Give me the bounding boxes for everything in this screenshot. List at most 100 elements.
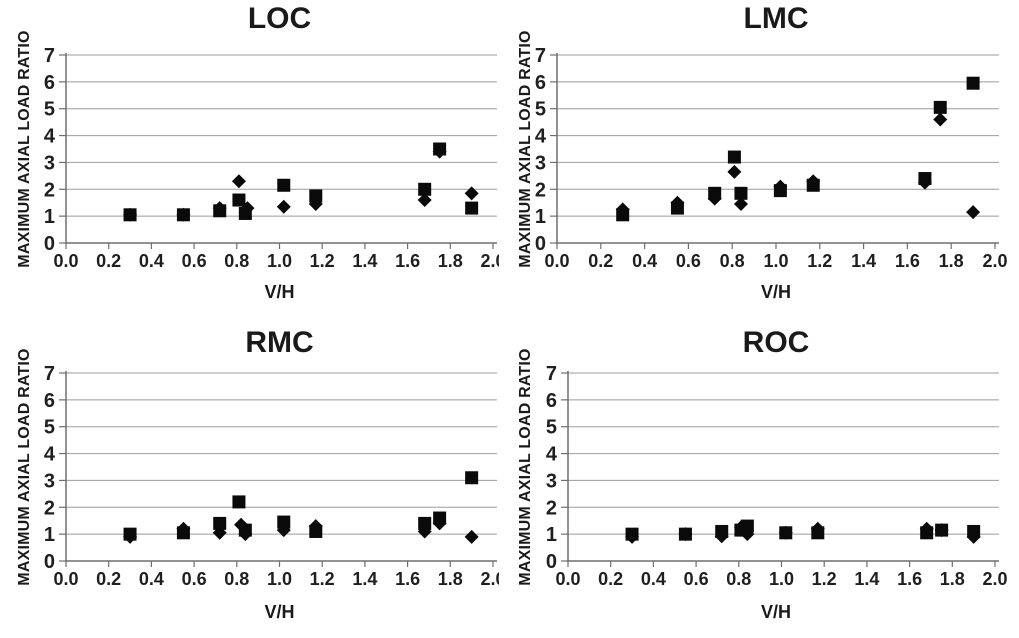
- svg-text:1.4: 1.4: [352, 251, 377, 271]
- svg-text:0.4: 0.4: [632, 251, 657, 271]
- chart-panel-roc: ROC MAXIMUM AXIAL LOAD RATIO 0 1 2 3 4 5 6 7 0.0…: [510, 320, 1019, 638]
- svg-text:2.0: 2.0: [982, 569, 1007, 589]
- gridlines: [557, 54, 999, 217]
- y-tick-labels: 0 1 2 3 4 5 6 7: [44, 363, 56, 573]
- svg-text:5: 5: [44, 417, 55, 439]
- svg-text:4: 4: [546, 444, 558, 466]
- svg-text:0.0: 0.0: [53, 251, 78, 271]
- svg-text:1.8: 1.8: [438, 569, 463, 589]
- square-marker: [213, 516, 227, 530]
- square-marker: [277, 515, 291, 529]
- svg-text:3: 3: [535, 152, 546, 174]
- svg-text:2: 2: [44, 179, 55, 201]
- square-marker: [773, 184, 787, 198]
- chart-title-lmc: LMC: [743, 2, 809, 35]
- x-tick-labels: 0.0 0.2 0.4 0.6 0.8 1.0 1.2 1.4 1.6 1.8 2.0: [53, 251, 499, 271]
- svg-text:3: 3: [44, 152, 55, 174]
- x-axis-title-loc: V/H: [264, 282, 295, 302]
- plot-area-loc: 0 1 2 3 4 5 6 7 0.0 0.2 0.4 0.6 0.8 1.0 1.2 1.4 1.6 1.8 2.…: [44, 45, 499, 271]
- diamond-marker: [733, 197, 748, 212]
- axes: [59, 371, 497, 567]
- square-marker: [779, 526, 793, 540]
- svg-text:7: 7: [44, 363, 55, 385]
- x-tick-labels: 0.0 0.2 0.4 0.6 0.8 1.0 1.2 1.4 1.6 1.8 2.0: [555, 569, 1007, 589]
- svg-text:0.2: 0.2: [96, 569, 121, 589]
- svg-text:1.2: 1.2: [807, 251, 832, 271]
- x-axis-title-roc: V/H: [760, 602, 791, 622]
- svg-text:0.2: 0.2: [588, 251, 613, 271]
- svg-text:1.2: 1.2: [812, 569, 837, 589]
- svg-text:3: 3: [546, 470, 557, 492]
- y-tick-labels: 0 1 2 3 4 5 6 7: [44, 45, 56, 255]
- square-marker: [418, 182, 432, 196]
- chart-title-rmc: RMC: [245, 326, 314, 359]
- svg-text:1.4: 1.4: [352, 569, 377, 589]
- diamond-marker: [933, 112, 948, 127]
- gridlines: [66, 54, 497, 217]
- axes: [550, 53, 999, 249]
- square-marker: [433, 511, 447, 525]
- svg-text:1.2: 1.2: [310, 569, 335, 589]
- y-tick-labels: 0 1 2 3 4 5 6 7: [546, 363, 558, 573]
- square-marker: [213, 204, 227, 218]
- square-marker: [465, 201, 479, 215]
- svg-text:1: 1: [535, 206, 546, 228]
- square-marker: [670, 201, 684, 215]
- svg-text:1.0: 1.0: [763, 251, 788, 271]
- square-marker: [625, 527, 639, 541]
- svg-text:4: 4: [44, 444, 56, 466]
- square-marker: [678, 527, 692, 541]
- svg-text:0.4: 0.4: [641, 569, 666, 589]
- svg-text:2: 2: [546, 497, 557, 519]
- svg-text:7: 7: [546, 363, 557, 385]
- svg-text:1.6: 1.6: [395, 251, 420, 271]
- svg-text:1.0: 1.0: [267, 569, 292, 589]
- chart-title-roc: ROC: [742, 326, 810, 359]
- square-marker: [176, 526, 190, 540]
- square-markers: [616, 76, 980, 222]
- x-tick-labels: 0.0 0.2 0.4 0.6 0.8 1.0 1.2 1.4 1.6 1.8 2.0: [544, 251, 1007, 271]
- gridlines: [66, 372, 497, 535]
- square-marker: [918, 172, 932, 186]
- square-marker: [616, 208, 630, 222]
- svg-text:1.8: 1.8: [940, 569, 965, 589]
- svg-text:2: 2: [535, 179, 546, 201]
- svg-text:0.0: 0.0: [53, 569, 78, 589]
- svg-text:7: 7: [44, 45, 55, 67]
- plot-area-rmc: 0 1 2 3 4 5 6 7 0.0 0.2 0.4 0.6 0.8 1.0 1.2 1.4 1.6 1.8 2.…: [44, 363, 499, 589]
- square-markers: [625, 519, 981, 541]
- square-marker: [708, 186, 722, 200]
- square-marker: [727, 150, 741, 164]
- svg-text:4: 4: [535, 126, 547, 148]
- y-tick-labels: 0 1 2 3 4 5 6 7: [535, 45, 547, 255]
- axes: [59, 53, 497, 249]
- svg-text:5: 5: [535, 99, 546, 121]
- svg-text:0: 0: [546, 551, 557, 573]
- plot-area-roc: 0 1 2 3 4 5 6 7 0.0 0.2 0.4 0.6 0.8 1.0 1.2 1.4 1.6 1.8 2.…: [546, 363, 1008, 589]
- svg-text:2.0: 2.0: [480, 251, 499, 271]
- plot-area-lmc: 0 1 2 3 4 5 6 7 0.0 0.2 0.4 0.6 0.8 1.0 1.2 1.4 1.6 1.8 2.…: [535, 45, 1008, 271]
- diamond-markers: [615, 112, 981, 220]
- x-tick-labels: 0.0 0.2 0.4 0.6 0.8 1.0 1.2 1.4 1.6 1.8 2.0: [53, 569, 499, 589]
- square-marker: [465, 471, 479, 485]
- svg-text:4: 4: [44, 126, 56, 148]
- square-marker: [811, 526, 825, 540]
- svg-text:0.0: 0.0: [544, 251, 569, 271]
- svg-text:0.6: 0.6: [182, 251, 207, 271]
- svg-text:7: 7: [535, 45, 546, 67]
- svg-text:1.8: 1.8: [438, 251, 463, 271]
- square-marker: [715, 524, 729, 538]
- svg-text:2.0: 2.0: [480, 569, 499, 589]
- svg-text:5: 5: [546, 417, 557, 439]
- square-marker: [740, 519, 754, 533]
- x-axis-title-rmc: V/H: [264, 602, 295, 622]
- square-marker: [176, 208, 190, 222]
- svg-text:2.0: 2.0: [982, 251, 1007, 271]
- diamond-marker: [464, 186, 479, 201]
- svg-text:6: 6: [44, 72, 55, 94]
- svg-text:0.6: 0.6: [182, 569, 207, 589]
- svg-text:1.0: 1.0: [769, 569, 794, 589]
- diamond-marker: [276, 199, 291, 214]
